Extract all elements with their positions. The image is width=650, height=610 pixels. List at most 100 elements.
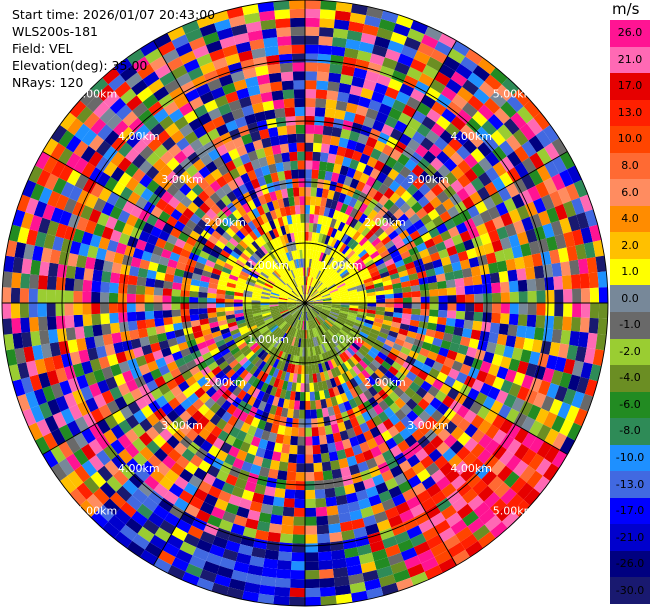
velocity-cell: [97, 124, 113, 141]
velocity-cell: [293, 337, 298, 347]
velocity-cell: [198, 291, 208, 298]
velocity-cell: [519, 123, 536, 141]
velocity-cell: [301, 231, 305, 241]
velocity-cell: [296, 310, 302, 320]
velocity-cell: [315, 399, 322, 410]
velocity-cell: [355, 180, 366, 192]
velocity-cell: [287, 304, 297, 307]
velocity-cell: [509, 291, 519, 303]
velocity-cell: [316, 187, 324, 198]
velocity-cell: [14, 241, 27, 259]
velocity-cell: [154, 279, 165, 289]
velocity-cell: [333, 239, 341, 249]
velocity-cell: [324, 361, 331, 371]
velocity-cell: [300, 374, 305, 384]
velocity-cell: [299, 196, 305, 206]
velocity-cell: [180, 283, 191, 291]
velocity-cell: [343, 175, 353, 187]
velocity-cell: [246, 277, 257, 284]
velocity-cell: [484, 181, 498, 197]
velocity-cell: [411, 428, 425, 442]
velocity-cell: [571, 197, 585, 215]
velocity-cell: [330, 326, 339, 335]
velocity-cell: [342, 338, 352, 348]
velocity-cell: [305, 169, 312, 179]
velocity-cell: [389, 402, 401, 414]
velocity-cell: [137, 526, 155, 543]
velocity-cell: [153, 33, 172, 49]
velocity-cell: [346, 186, 356, 198]
velocity-cell: [444, 420, 458, 435]
velocity-cell: [194, 261, 206, 270]
velocity-cell: [334, 486, 346, 497]
velocity-cell: [180, 309, 190, 316]
velocity-cell: [337, 503, 350, 515]
velocity-cell: [459, 259, 471, 270]
velocity-cell: [316, 71, 330, 82]
velocity-cell: [353, 258, 363, 267]
velocity-cell: [360, 506, 374, 519]
velocity-cell: [464, 423, 478, 438]
velocity-cell: [328, 387, 336, 398]
velocity-cell: [372, 343, 383, 352]
velocity-cell: [87, 347, 99, 361]
velocity-cell: [39, 261, 50, 276]
velocity-cell: [320, 197, 328, 208]
velocity-cell: [573, 179, 588, 198]
velocity-cell: [415, 333, 426, 342]
velocity-cell: [358, 552, 375, 565]
velocity-cell: [402, 104, 417, 118]
velocity-cell: [455, 63, 473, 80]
velocity-cell: [257, 247, 266, 257]
velocity-cell: [261, 310, 271, 315]
velocity-cell: [314, 260, 319, 270]
velocity-cell: [550, 220, 564, 237]
velocity-cell: [337, 315, 347, 322]
velocity-cell: [346, 316, 356, 323]
velocity-cell: [463, 355, 475, 367]
velocity-cell: [261, 293, 271, 298]
velocity-cell: [323, 277, 332, 286]
velocity-cell: [316, 372, 322, 383]
velocity-cell: [435, 273, 446, 283]
velocity-cell: [296, 286, 302, 296]
velocity-cell: [29, 274, 40, 289]
velocity-cell: [349, 356, 359, 366]
velocity-cell: [267, 263, 276, 272]
velocity-cell: [483, 293, 493, 303]
velocity-cell: [382, 536, 398, 549]
velocity-cell: [263, 315, 273, 322]
velocity-cell: [349, 581, 367, 594]
velocity-cell: [205, 338, 216, 347]
velocity-cell: [313, 301, 323, 303]
velocity-cell: [456, 86, 474, 103]
velocity-cell: [68, 185, 83, 202]
velocity-cell: [299, 347, 303, 357]
velocity-cell: [154, 63, 172, 79]
velocity-cell: [262, 494, 275, 506]
velocity-cell: [436, 150, 450, 165]
velocity-cell: [527, 290, 537, 303]
velocity-cell: [330, 540, 344, 552]
velocity-cell: [248, 406, 258, 417]
velocity-cell: [46, 220, 60, 237]
velocity-cell: [245, 261, 255, 269]
velocity-cell: [106, 114, 123, 131]
velocity-cell: [354, 385, 364, 396]
velocity-cell: [225, 227, 236, 238]
velocity-cell: [346, 358, 356, 368]
velocity-cell: [341, 438, 352, 450]
velocity-cell: [28, 165, 43, 184]
velocity-cell: [420, 137, 434, 151]
range-grid: [1, 0, 609, 607]
velocity-cell: [64, 303, 74, 316]
velocity-cell: [464, 311, 475, 321]
velocity-cell: [285, 178, 293, 189]
velocity-cell: [236, 205, 247, 217]
velocity-cell: [133, 409, 147, 424]
velocity-cell: [473, 311, 483, 322]
velocity-cell: [338, 342, 347, 352]
velocity-cell: [375, 306, 386, 312]
velocity-cell: [422, 442, 437, 456]
velocity-cell: [76, 106, 94, 124]
